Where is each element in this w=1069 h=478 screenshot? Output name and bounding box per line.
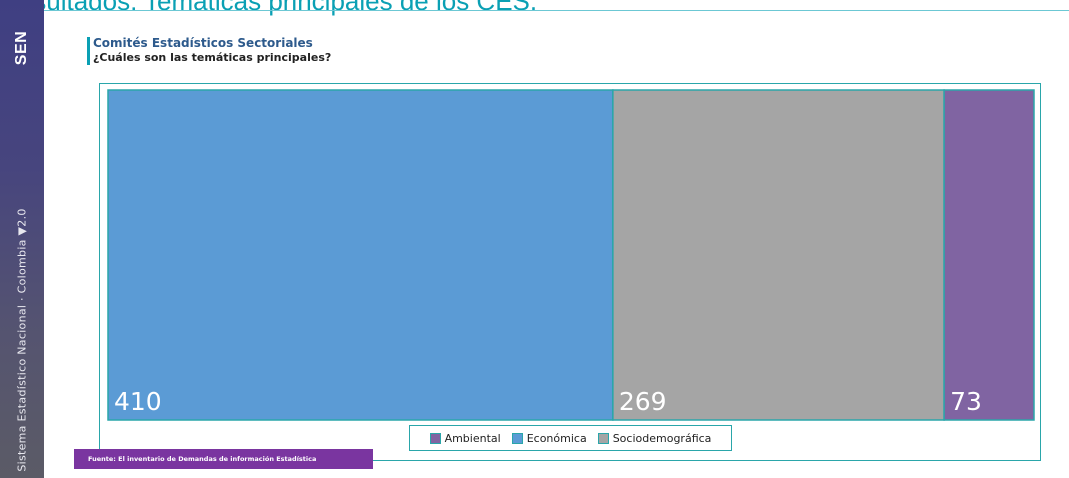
legend-item: Ambiental <box>429 431 501 445</box>
top-rule-divider <box>44 10 1069 11</box>
legend-swatch <box>511 432 523 444</box>
source-footer: Fuente: El inventario de Demandas de inf… <box>74 449 373 469</box>
legend-label: Económica <box>526 431 587 445</box>
bar-economica <box>107 89 614 421</box>
chart-frame: 410 269 73 <box>99 83 1041 461</box>
bar-ambiental <box>943 89 1035 421</box>
sen-logo-text: SEN <box>13 30 30 66</box>
legend-swatch <box>597 432 609 444</box>
bar-value-label: 410 <box>114 387 162 416</box>
heading-subtitle: ¿Cuáles son las temáticas principales? <box>93 51 332 64</box>
bar-value-label: 73 <box>950 387 982 416</box>
bar-sociodemografica <box>612 89 945 421</box>
band-vertical-text: Sistema Estadístico Nacional · Colombia … <box>15 208 29 472</box>
sen-logo: SEN <box>6 28 38 68</box>
legend-label: Sociodemográfica <box>612 431 712 445</box>
legend-label: Ambiental <box>444 431 501 445</box>
heading-accent-bar <box>87 37 90 65</box>
left-brand-band: SEN Sistema Estadístico Nacional · Colom… <box>0 0 44 478</box>
legend-item: Sociodemográfica <box>597 431 712 445</box>
chart-legend: Ambiental Económica Sociodemográfica <box>409 425 732 451</box>
bar-value-label: 269 <box>619 387 667 416</box>
legend-swatch <box>429 432 441 444</box>
chart-svg: 410 269 73 <box>107 89 1035 421</box>
top-title: Resultados: Temáticas principales de los… <box>0 0 538 16</box>
heading-title: Comités Estadísticos Sectoriales <box>93 36 313 50</box>
legend-item: Económica <box>511 431 587 445</box>
